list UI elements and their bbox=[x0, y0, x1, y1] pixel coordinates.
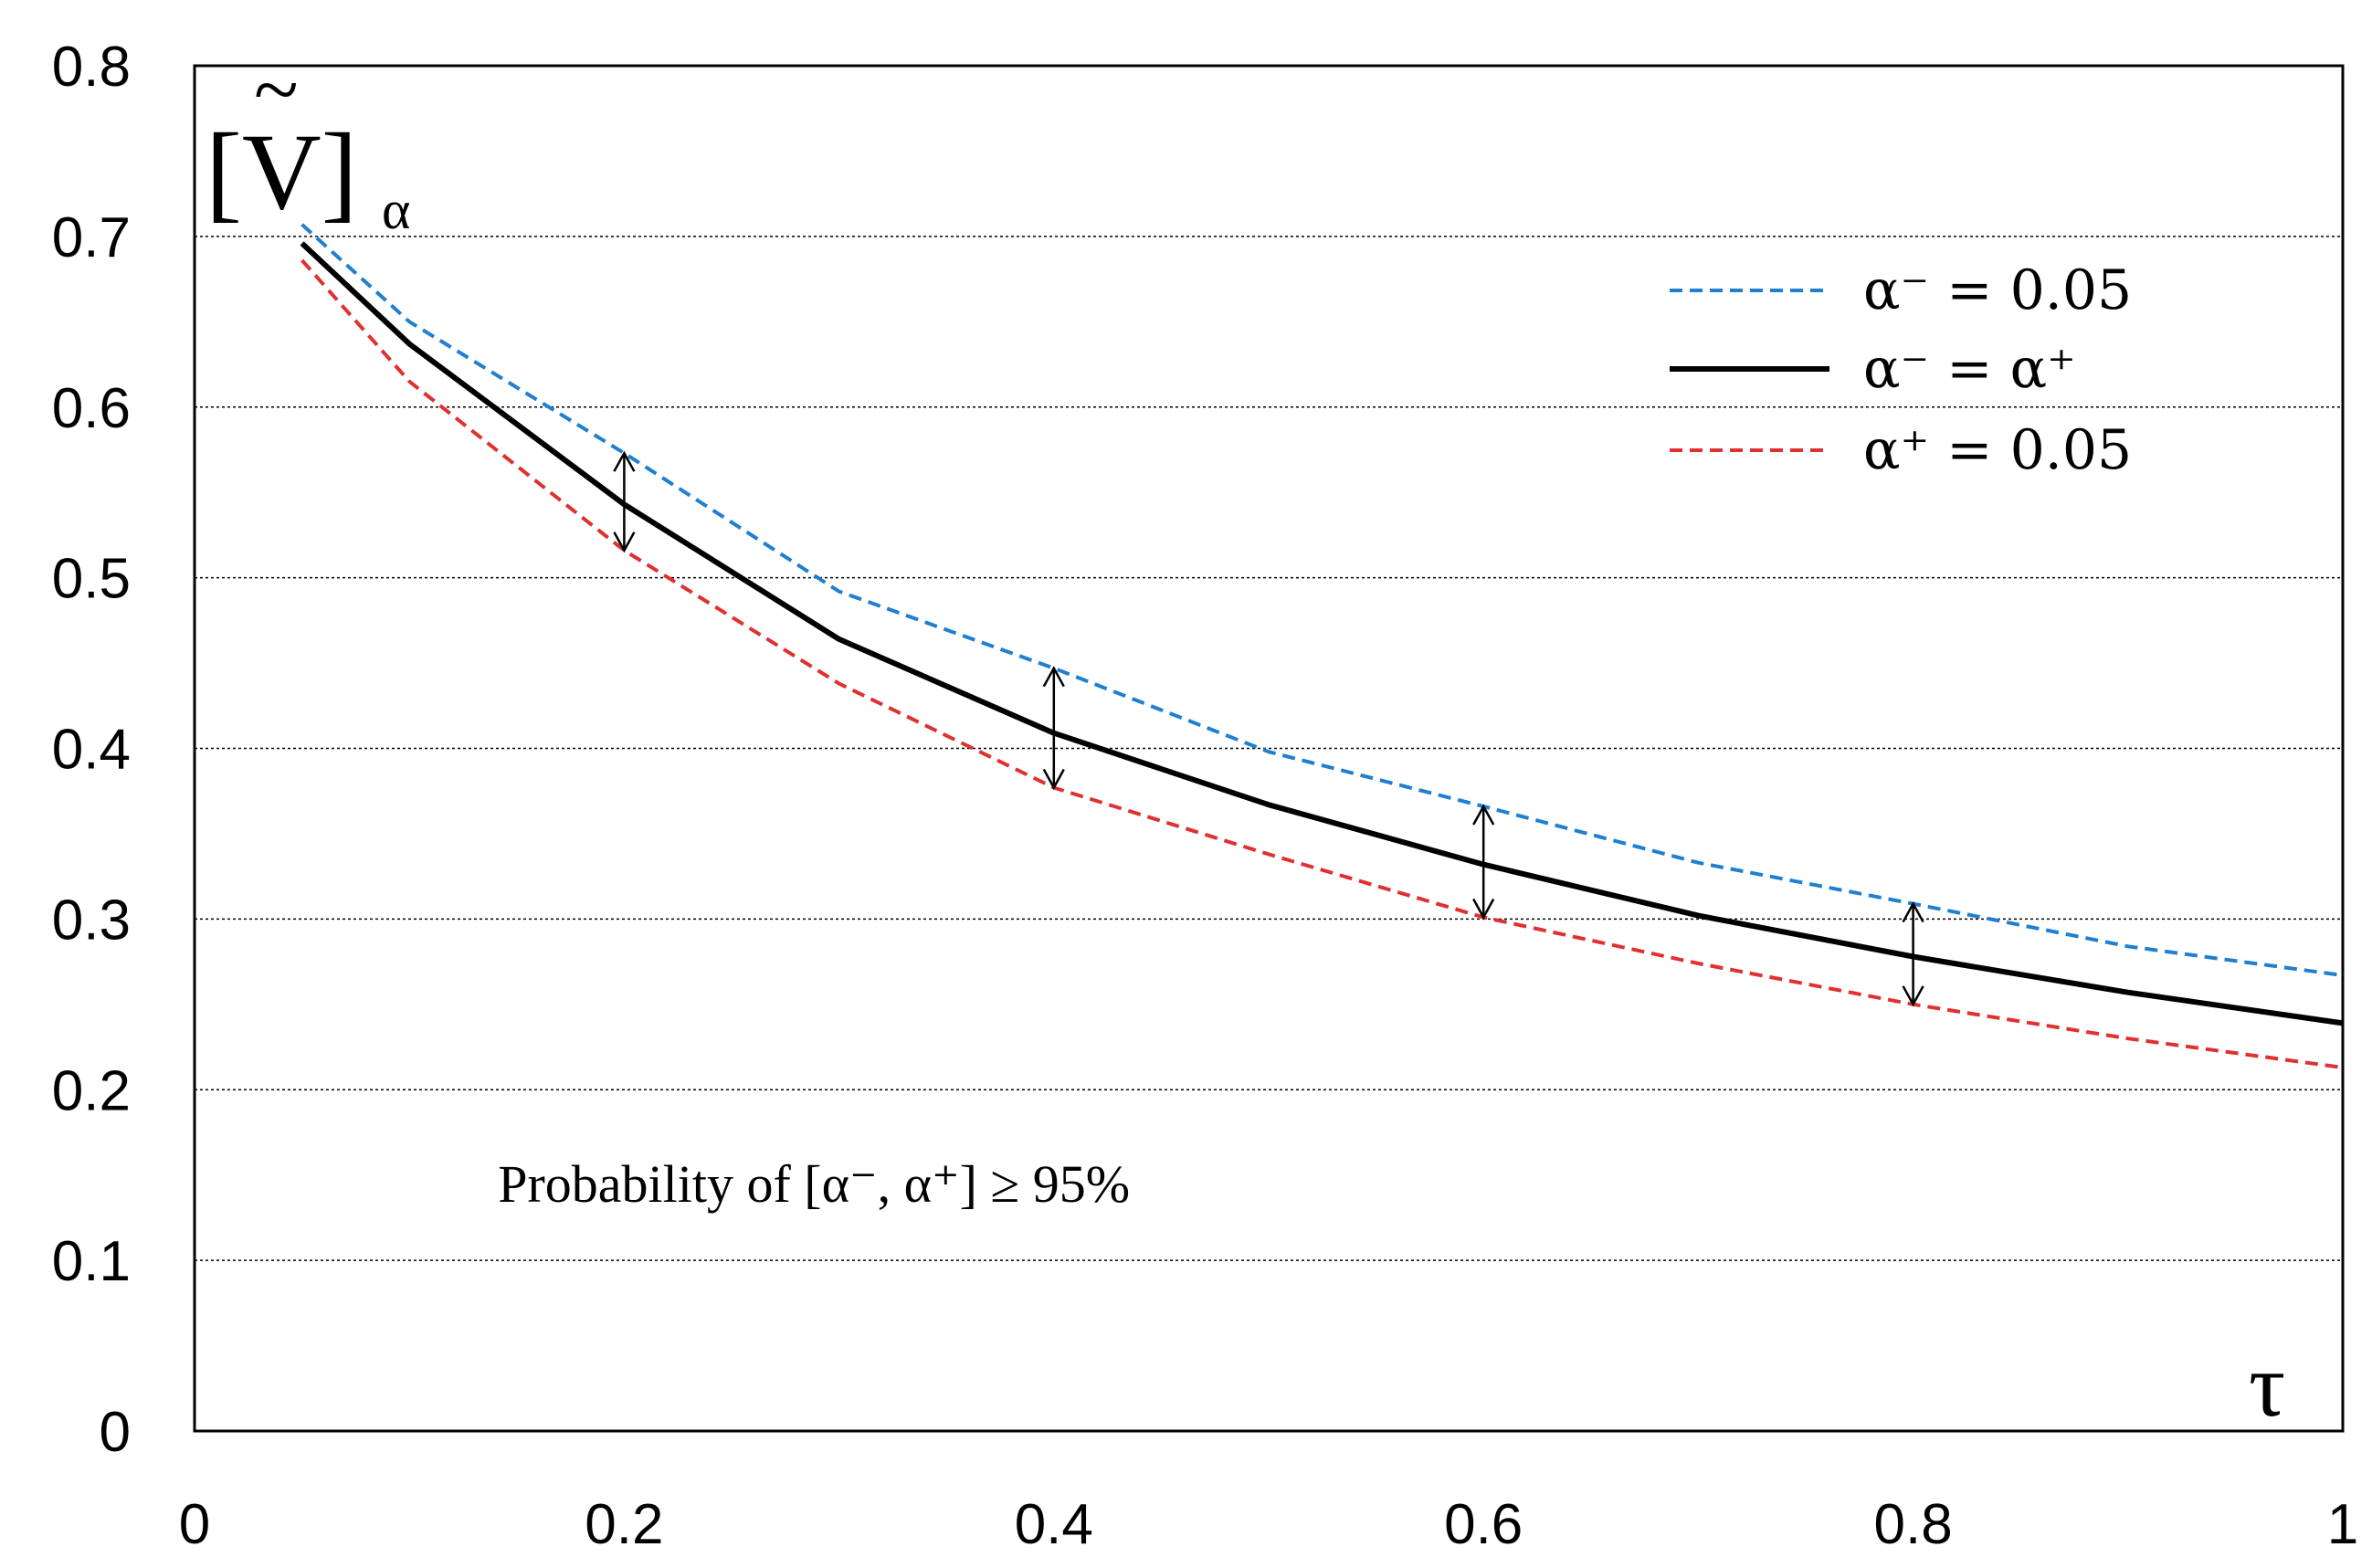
arrow-head-up bbox=[1042, 666, 1065, 688]
x-tick-label: 1 bbox=[2327, 1493, 2358, 1556]
x-axis-ticks: 0 0.2 0.4 0.6 0.8 1 bbox=[179, 1493, 2358, 1556]
y-axis-label-accent: ~ bbox=[254, 45, 299, 135]
arrow-head-down bbox=[613, 531, 636, 553]
legend-entry-alpha-plus: α⁺ = 0.05 bbox=[1670, 418, 2132, 482]
x-tick-label: 0 bbox=[179, 1493, 210, 1556]
grid-lines bbox=[195, 236, 2343, 1261]
legend-label: α⁻ = α⁺ bbox=[1863, 337, 2076, 401]
y-axis-label-main: [V] bbox=[206, 110, 358, 232]
difference-arrows bbox=[613, 450, 1924, 1007]
y-tick-label: 0.1 bbox=[52, 1230, 131, 1293]
difference-arrow bbox=[1472, 804, 1495, 921]
difference-arrow bbox=[1042, 666, 1065, 791]
series-alpha-minus-line bbox=[300, 223, 2344, 977]
legend-label: α⁺ = 0.05 bbox=[1863, 418, 2132, 482]
y-tick-label: 0.3 bbox=[52, 889, 131, 952]
arrow-head-down bbox=[1042, 768, 1065, 791]
x-axis-label: τ bbox=[2249, 1334, 2285, 1436]
y-axis-ticks: 0 0.1 0.2 0.3 0.4 0.5 0.6 0.7 0.8 bbox=[52, 36, 131, 1464]
legend-label: α⁻ = 0.05 bbox=[1863, 258, 2132, 322]
y-tick-label: 0.6 bbox=[52, 377, 131, 440]
x-tick-label: 0.6 bbox=[1444, 1493, 1523, 1556]
difference-arrow bbox=[1902, 900, 1924, 1007]
y-tick-label: 0.8 bbox=[52, 36, 131, 99]
y-axis-label: [V] ~ α bbox=[206, 45, 410, 240]
y-axis-label-subscript: α bbox=[382, 180, 410, 240]
difference-arrow bbox=[613, 450, 636, 553]
legend-entry-alpha-minus: α⁻ = 0.05 bbox=[1670, 258, 2132, 322]
legend: α⁻ = 0.05 α⁻ = α⁺ α⁺ = 0.05 bbox=[1670, 258, 2132, 482]
legend-entry-alpha-equal: α⁻ = α⁺ bbox=[1670, 337, 2076, 401]
plot-frame bbox=[193, 64, 2345, 1433]
arrow-head-up bbox=[613, 450, 636, 472]
arrow-head-down bbox=[1472, 898, 1495, 921]
x-tick-label: 0.2 bbox=[585, 1493, 663, 1556]
x-tick-label: 0.8 bbox=[1873, 1493, 1952, 1556]
arrow-head-up bbox=[1472, 804, 1495, 826]
arrow-head-up bbox=[1902, 900, 1924, 923]
y-tick-label: 0.4 bbox=[52, 719, 131, 782]
y-tick-label: 0.2 bbox=[52, 1059, 131, 1122]
y-tick-label: 0.7 bbox=[52, 206, 131, 269]
y-tick-label: 0.5 bbox=[52, 548, 131, 611]
series-alpha-plus-line bbox=[300, 258, 2344, 1069]
arrow-head-down bbox=[1902, 985, 1924, 1007]
x-tick-label: 0.4 bbox=[1015, 1493, 1093, 1556]
series-alpha-equal-line bbox=[300, 241, 2344, 1026]
probability-annotation: Probability of [α⁻, α⁺] ≥ 95% bbox=[498, 1154, 1130, 1214]
series-lines bbox=[300, 223, 2344, 1069]
y-tick-label: 0 bbox=[100, 1401, 131, 1464]
